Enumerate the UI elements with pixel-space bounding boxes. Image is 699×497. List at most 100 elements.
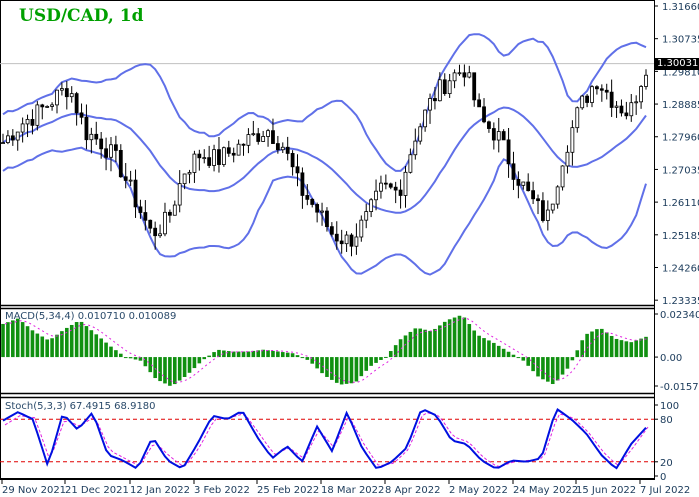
macd-bar (177, 357, 182, 381)
macd-bar (526, 357, 530, 366)
macd-bar (123, 357, 128, 359)
candle-body (359, 219, 364, 238)
macd-bar (79, 321, 84, 358)
macd-bar (585, 333, 589, 358)
candle-body (393, 186, 398, 191)
macd-bar (639, 338, 643, 358)
candle-body (266, 130, 270, 137)
candle-body (25, 119, 30, 125)
candle-body (192, 153, 197, 173)
macd-bar (619, 340, 624, 358)
candle-body (84, 116, 89, 141)
macd-bar (482, 338, 486, 358)
macd-bar (334, 357, 339, 383)
macd-bar (207, 355, 211, 358)
y-tick-label: 1.27035 (662, 165, 699, 176)
bollinger-upper (2, 33, 647, 172)
macd-bar (624, 341, 629, 358)
candle-body (467, 72, 472, 78)
candle-body (329, 226, 334, 235)
candle-body (20, 123, 25, 133)
candle-body (275, 143, 280, 151)
candle-body (310, 198, 315, 205)
macd-bar (148, 357, 153, 373)
macd-bar (217, 349, 221, 358)
macd-bar (15, 318, 20, 358)
candle-body (271, 130, 275, 144)
stoch-label: Stoch(5,3,3) 67.4915 68.9180 (5, 401, 156, 412)
candle-body (398, 189, 403, 196)
macd-bar (320, 357, 324, 374)
macd-bar (310, 357, 315, 364)
macd-bar (580, 340, 584, 358)
macd-bar (359, 357, 364, 377)
candle-body (123, 176, 128, 181)
macd-bar (428, 330, 432, 358)
macd-bar (305, 357, 310, 360)
candle-body (10, 135, 15, 141)
x-tick-label: 25 Feb 2022 (257, 485, 319, 496)
y-tick-label: 1.31660 (662, 2, 699, 13)
macd-bar (74, 322, 79, 358)
candle-body (565, 151, 570, 167)
stoch-signal-line (4, 412, 649, 468)
candle-body (506, 139, 511, 165)
candle-body (50, 104, 54, 107)
candle-body (167, 211, 172, 216)
macd-bar (241, 351, 246, 358)
macd-bar (452, 317, 457, 358)
macd-bar (192, 357, 197, 369)
bollinger-middle (2, 106, 647, 214)
macd-bar (119, 353, 123, 358)
y-tick-label: 1.30735 (662, 35, 699, 46)
macd-bar (438, 325, 442, 358)
candle-body (74, 93, 79, 114)
macd-bar (575, 350, 580, 358)
macd-bar (634, 340, 638, 358)
candle-body (634, 101, 639, 104)
candle-body (575, 107, 580, 129)
y-tick-label: 1.28885 (662, 100, 699, 111)
macd-bar (516, 357, 521, 359)
macd-bar (408, 331, 413, 358)
candle-body (231, 152, 236, 156)
macd-bar (99, 338, 103, 358)
candle-body (6, 135, 10, 144)
macd-bar (442, 321, 447, 358)
candle-body (619, 105, 624, 114)
candle-body (408, 154, 413, 173)
candle-body (388, 183, 393, 188)
macd-bar (45, 339, 49, 358)
macd-bar (595, 329, 599, 358)
candle-body (531, 190, 536, 200)
macd-bar (447, 319, 452, 358)
macd-bar (251, 350, 256, 358)
macd-bar (104, 342, 108, 358)
macd-bar (290, 353, 295, 358)
macd-bar (600, 328, 604, 358)
macd-bar (109, 346, 113, 358)
macd-bar (69, 324, 74, 358)
candle-body (45, 106, 50, 108)
candle-body (280, 146, 285, 151)
candle-body (212, 149, 216, 166)
candle-body (349, 234, 354, 247)
macd-bar (644, 336, 648, 358)
candle-body (477, 99, 482, 108)
candle-body (236, 143, 241, 156)
candle-body (599, 88, 604, 91)
x-tick-label: 8 Apr 2022 (385, 485, 440, 496)
macd-bar (531, 357, 535, 372)
macd-bar (560, 357, 565, 375)
macd-y-tick-label: -0.015713 (660, 382, 699, 393)
x-tick-label: 2 May 2022 (449, 485, 508, 496)
macd-bar (511, 354, 516, 358)
y-tick-label: 1.24260 (662, 263, 699, 274)
candle-body (182, 173, 187, 185)
candle-body (526, 181, 531, 192)
candle-body (104, 148, 108, 158)
candle-body (64, 88, 69, 98)
x-tick-label: 15 Jun 2022 (576, 485, 636, 496)
macd-bar (261, 349, 265, 358)
candle-body (113, 144, 118, 151)
